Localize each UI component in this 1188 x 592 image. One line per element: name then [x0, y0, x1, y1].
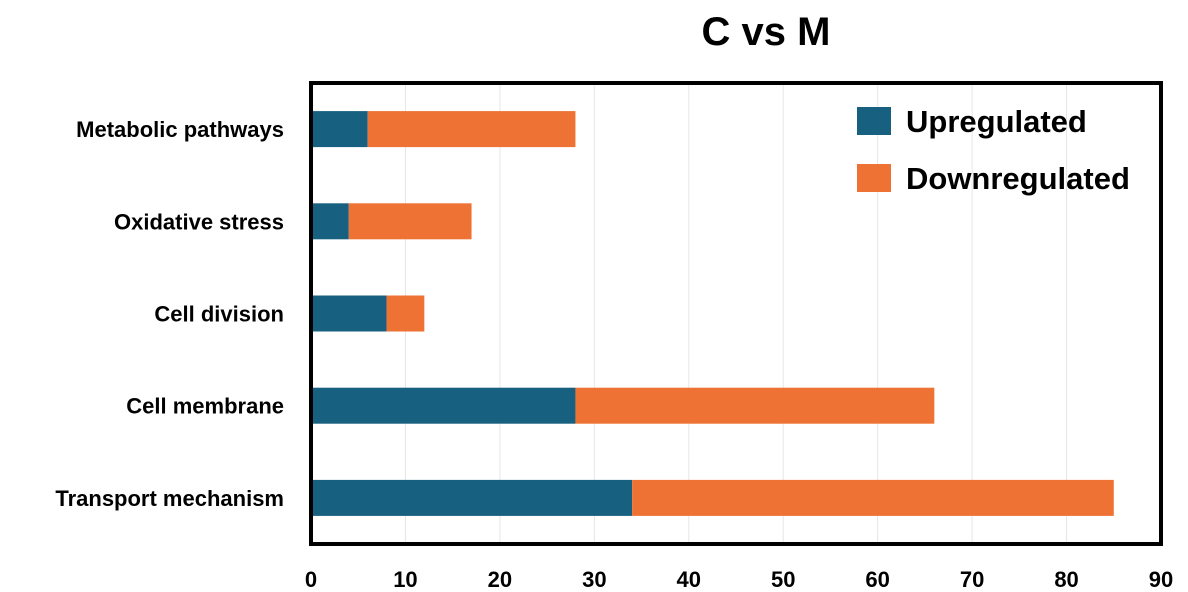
x-tick-label: 40 — [677, 567, 701, 592]
bar-upregulated — [311, 203, 349, 240]
chart-title: C vs M — [702, 10, 831, 54]
plot-frame — [309, 81, 1163, 546]
x-tick-label: 70 — [960, 567, 984, 592]
bar-upregulated — [311, 111, 368, 148]
legend-label: Upregulated — [906, 104, 1087, 139]
bar-upregulated — [311, 479, 633, 516]
bar-downregulated — [575, 387, 935, 424]
legend-label: Downregulated — [906, 161, 1130, 196]
legend-swatch — [857, 164, 891, 192]
x-tick-label: 30 — [582, 567, 606, 592]
legend: Upregulated Downregulated — [857, 104, 1130, 196]
bar-upregulated — [311, 387, 576, 424]
category-label: Cell division — [154, 302, 284, 327]
bar-downregulated — [348, 203, 472, 240]
x-tick-label: 80 — [1054, 567, 1078, 592]
x-tick-labels: 0 10 20 30 40 50 60 70 80 90 — [305, 567, 1173, 592]
bar-downregulated — [632, 479, 1114, 516]
category-label: Cell membrane — [126, 394, 284, 419]
x-tick-label: 50 — [771, 567, 795, 592]
legend-swatch — [857, 107, 891, 135]
category-labels: Metabolic pathways Oxidative stress Cell d… — [55, 117, 284, 511]
x-tick-label: 90 — [1149, 567, 1173, 592]
x-tick-label: 10 — [393, 567, 417, 592]
category-label: Metabolic pathways — [76, 117, 284, 142]
category-label: Transport mechanism — [55, 486, 284, 511]
bars — [311, 111, 1114, 516]
x-tick-label: 60 — [865, 567, 889, 592]
category-label: Oxidative stress — [114, 209, 284, 234]
bar-downregulated — [367, 111, 576, 148]
bar-downregulated — [386, 295, 425, 332]
bar-upregulated — [311, 295, 387, 332]
x-tick-label: 0 — [305, 567, 317, 592]
grid-lines — [310, 83, 1162, 544]
x-tick-label: 20 — [488, 567, 512, 592]
